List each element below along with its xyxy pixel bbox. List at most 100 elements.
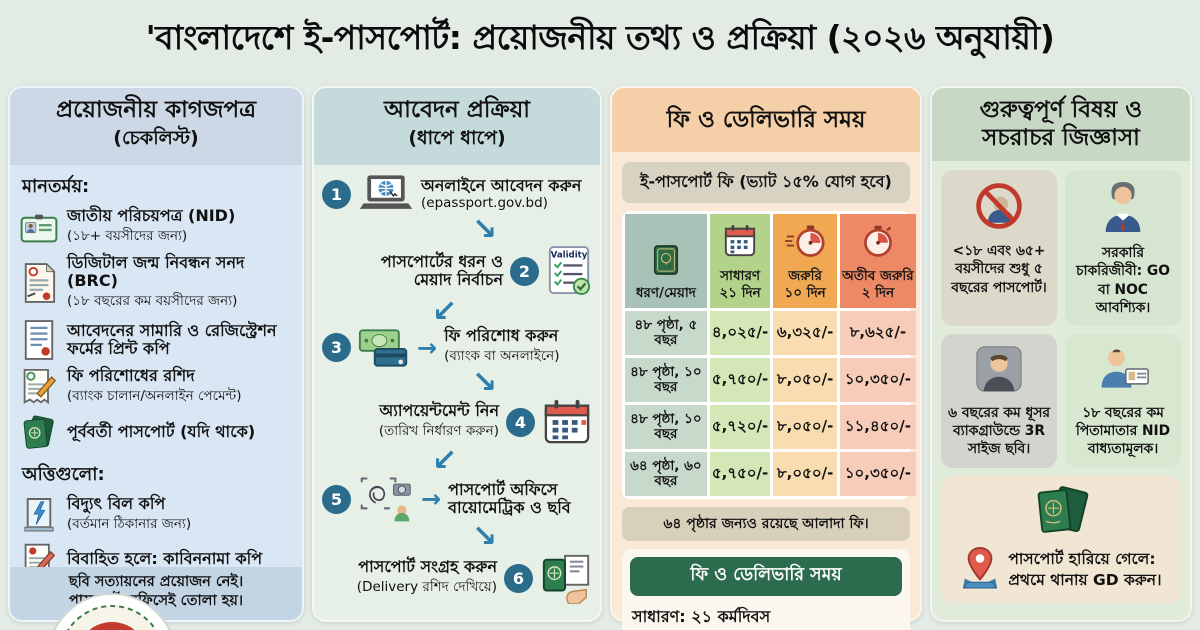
down-left-arrow-icon: ↙ [432,294,458,330]
list-item-sub: (১৮+ বয়সীদের জন্য) [67,227,188,244]
print-copy-icon [20,319,58,361]
faq-card-parent-nid: ১৮ বছরের কম পিতামাতার NID বাধ্যতামূলক। [1065,333,1181,468]
step-2-number: 2 [510,256,539,286]
id-card-icon [20,213,58,243]
process-header: আবেদন প্রক্রিয়া (ধাপে ধাপে) [314,88,600,166]
passport-book-icon [653,244,679,281]
right-arrow-icon: → [417,333,438,362]
fees-table: ধরণ/মেয়াদ সাধারণ ২১ দিন জরুরি ১০ দিন অতীব… [622,211,916,500]
table-cell: ৫,৭৫০/- [709,358,771,403]
step-5-text: পাসপোর্ট অফিসে বায়োমেট্রিক ও ছবি [448,480,571,518]
footer-note-line1: ছবি সত্যায়নের প্রয়োজন নেই। [68,573,244,590]
faq-card-child-photo: ৬ বছরের কম ধূসর ব্যাকগ্রাউন্ডে 3R সাইজ ছ… [941,333,1057,468]
table-cell: ৬৪ পৃষ্ঠা, ৬০ বছর [625,452,707,497]
table-cell: ৪৮ পৃষ্ঠা, ৫ বছর [625,311,707,356]
step-1-sub: (epassport.gov.bd) [421,195,548,212]
old-passport-icon [20,414,58,450]
government-seal-logo [46,592,178,630]
faq-card-age-limit: <১৮ এবং ৬৫+ বয়সীদের শুধু ৫ বছরের পাসপোর… [941,170,1057,326]
process-title: আবেদন প্রক্রিয়া [384,97,530,123]
money-card-icon [358,328,410,368]
faq-card-text: <১৮ এবং ৬৫+ বয়সীদের শুধু ৫ বছরের পাসপোর… [951,243,1047,296]
fee-receipt-icon [20,367,58,407]
down-left-arrow-icon: ↙ [432,443,458,479]
down-right-arrow-icon: ↘ [472,519,498,555]
step-3-number: 3 [322,333,351,363]
process-steps: 1 অনলাইনে আবেদন করুন (epassport.gov.bd) … [314,165,600,605]
faq-card-govt-employee: সরকারি চাকরিজীবী: GO বা NOC আবশ্যিক। [1065,170,1181,326]
table-header-regular: সাধারণ ২১ দিন [709,214,771,309]
checklist-header: প্রয়োজনীয় কাগজপত্র (চেকলিস্ট) [10,88,302,166]
step-3: 3 → ফি পরিশোধ করুন (ব্যাংক বা অনলাইনে) [322,326,592,368]
laptop-globe-icon [358,173,414,215]
step-3-text: ফি পরিশোধ করুন [444,326,559,346]
faq-title-line2: সচরাচর জিজ্ঞাসা [982,125,1140,152]
table-cell: ৪৮ পৃষ্ঠা, ১০ বছর [625,358,707,403]
fees-note: ৬৪ পৃষ্ঠার জন্যও রয়েছে আলাদা ফি। [622,507,910,542]
official-person-icon [1098,180,1148,238]
checklist-subtitle: (চেকলিস্ট) [113,127,199,150]
table-cell: ১০,৩৫০/- [839,452,916,497]
table-cell: ১১,৪৫০/- [839,405,916,450]
list-item-text: পূর্ববর্তী পাসপোর্ট (যদি থাকে) [67,421,256,441]
step-1-number: 1 [322,179,351,209]
table-cell: ১০,৩৫০/- [839,358,916,403]
faq-title-line1: গুরুত্বপূর্ণ বিষয় ও [979,97,1143,123]
faq-card-text: ৬ বছরের কম ধূসর ব্যাকগ্রাউন্ডে 3R সাইজ ছ… [948,404,1050,458]
table-cell: ৮,৬২৫/- [839,311,916,356]
lost-line2: প্রথমে থানায় GD করুন। [1008,570,1162,589]
list-item-text: আবেদনের সামারি ও রেজিস্ট্রেশন ফর্মের প্র… [67,320,277,358]
list-item-text: ফি পরিশোধের রশিদ [67,365,195,385]
list-item-text: ডিজিটাল জন্ম নিবন্ধন সনদ (BRC) [67,252,245,290]
process-panel: আবেদন প্রক্রিয়া (ধাপে ধাপে) 1 অনলাইনে আ… [312,86,602,622]
calendar-icon [723,223,757,264]
table-cell: ৮,০৫০/- [773,405,837,450]
fees-table-title: ই-পাসপোর্ট ফি (ভ্যাট ১৫% যোগ হবে) [622,162,910,204]
step-6-number: 6 [504,563,533,593]
lost-line1: পাসপোর্ট হারিয়ে গেলে: [1008,550,1156,569]
parent-nid-icon [1096,344,1150,398]
step-2: পাসপোর্টের ধরন ও মেয়াদ নির্বাচন 2 Valid… [322,245,592,297]
checklist-section-mandatory: মানতর্ময়: [22,176,90,198]
step-2-text: পাসপোর্টের ধরন ও মেয়াদ নির্বাচন [380,251,503,290]
step-6-sub: (Delivery রশিদ দেখিয়ে) [356,579,497,596]
page-title: 'বাংলাদেশে ই-পাসপোর্ট: প্রয়োজনীয় তথ্য … [145,18,1055,57]
list-item-sub: (বর্তমান ঠিকানার জন্য) [67,515,192,532]
step-4: অ্যাপয়েন্টমেন্ট নিন (তারিখ নির্ধারণ করু… [322,398,592,446]
child-photo-icon [974,344,1024,398]
delivery-line: সাধারণ: ২১ কর্মদিবস [632,607,771,627]
fees-panel: ফি ও ডেলিভারি সময় ই-পাসপোর্ট ফি (ভ্যাট … [610,86,922,630]
table-cell: ৮,০৫০/- [773,358,837,403]
stopwatch-icon [860,223,896,264]
electricity-bill-icon [20,497,58,533]
birth-certificate-icon [20,262,58,304]
table-cell: ৫,৭৫০/- [709,452,771,497]
step-4-number: 4 [506,407,535,437]
list-item: আবেদনের সামারি ও রেজিস্ট্রেশন ফর্মের প্র… [10,316,302,364]
biometric-camera-icon [358,476,414,522]
table-cell: ৬,৩২৫/- [773,311,837,356]
fees-title: ফি ও ডেলিভারি সময় [666,107,866,133]
table-header-urgent: অতীব জরুরি ২ দিন [839,214,916,309]
stopwatch-fast-icon [785,223,825,264]
passports-icon [1029,485,1093,541]
step-1: 1 অনলাইনে আবেদন করুন (epassport.gov.bd) [322,173,592,215]
faq-cards: <১৮ এবং ৬৫+ বয়সীদের শুধু ৫ বছরের পাসপোর… [932,161,1190,468]
step-6: পাসপোর্ট সংগ্রহ করুন (Delivery রশিদ দেখি… [322,552,592,605]
faq-panel: গুরুত্বপূর্ণ বিষয় ও সচরাচর জিজ্ঞাসা <১৮… [930,86,1192,622]
process-subtitle: (ধাপে ধাপে) [408,127,506,150]
list-item-text: বিবাহিত হলে: কাবিননামা কপি [67,548,263,568]
faq-header: গুরুত্বপূর্ণ বিষয় ও সচরাচর জিজ্ঞাসা [932,88,1190,162]
faq-card-text: ১৮ বছরের কম পিতামাতার NID বাধ্যতামূলক। [1075,404,1171,458]
down-right-arrow-icon: ↘ [472,212,498,248]
checklist-section-additional: অত্তিগুলো: [22,463,105,485]
marriage-certificate-icon [20,542,58,576]
delivery-title: ফি ও ডেলিভারি সময় [630,557,902,597]
step-4-text: অ্যাপয়েন্টমেন্ট নিন [379,400,499,420]
down-right-arrow-icon: ↘ [472,365,498,401]
checklist-title: প্রয়োজনীয় কাগজপত্র [56,97,256,123]
location-pin-icon [960,546,1000,594]
validity-checklist-icon: Validity [546,245,592,297]
step-5: 5 → পাসপোর্ট অফিসে বায়োমেট্রিক ও ছবি [322,476,592,522]
list-item-text: জাতীয় পরিচয়পত্র (NID) [67,206,236,226]
